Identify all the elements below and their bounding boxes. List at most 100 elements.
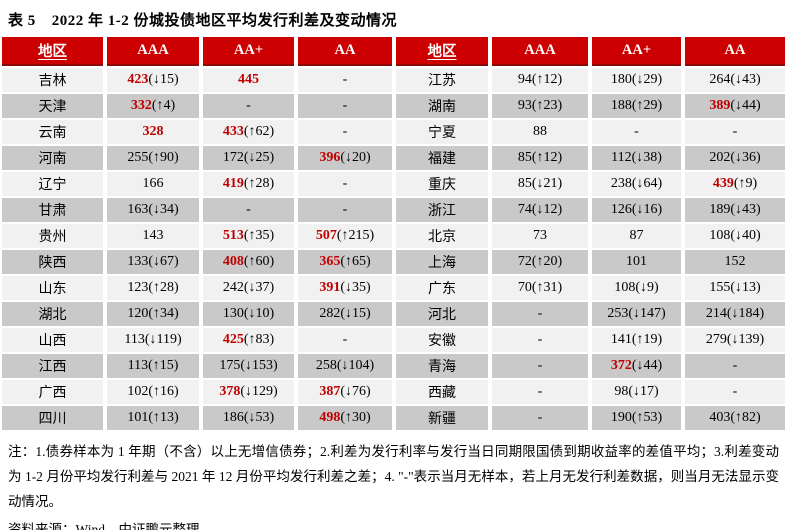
spread-value: 253 (607, 306, 629, 321)
region-cell: 吉林 (2, 68, 103, 92)
spread-value: 112 (611, 150, 632, 165)
region-cell: 重庆 (396, 172, 488, 196)
spread-value: - (732, 124, 738, 139)
spread-value-highlighted: 423 (127, 72, 149, 87)
spread-value: 238 (610, 176, 632, 191)
spread-value: 天津 (38, 100, 67, 115)
spread-change: (↑28) (148, 280, 179, 295)
spread-change: (↓21) (531, 176, 563, 191)
value-cell: - (492, 406, 588, 430)
spread-value: 94 (517, 72, 532, 87)
column-header: 地区 (2, 37, 103, 66)
spread-change: (↓10) (243, 306, 275, 321)
spread-value: 242 (222, 280, 244, 295)
spread-value: 264 (709, 72, 731, 87)
spread-change: (↑4) (151, 98, 176, 113)
value-cell: 445 (203, 68, 294, 92)
spread-value: 258 (315, 358, 337, 373)
data-source: 资料来源：Wind，中证鹏元整理 (8, 522, 200, 530)
spread-change: (↓15) (340, 306, 371, 321)
value-cell: 242 (↓37) (203, 276, 294, 300)
value-cell: - (492, 302, 588, 326)
spread-value: - (246, 98, 251, 113)
spread-change: (↓67) (148, 254, 179, 269)
spread-value-highlighted: 425 (222, 332, 244, 347)
spread-value: 166 (142, 176, 164, 191)
spread-value: 山东 (38, 282, 67, 297)
spread-value: 163 (127, 202, 149, 217)
spread-change: (↑34) (148, 306, 179, 321)
spread-change: (↓184) (726, 306, 765, 321)
value-cell: - (298, 328, 392, 352)
spread-value: - (342, 72, 348, 87)
spread-value: - (732, 384, 738, 399)
value-cell: 188 (↑29) (592, 94, 681, 118)
value-cell: 423 (↓15) (107, 68, 199, 92)
spread-change: (↑30) (340, 410, 371, 425)
spread-value: 山西 (38, 334, 67, 349)
value-cell: 172 (↓25) (203, 146, 294, 170)
region-cell: 安徽 (396, 328, 488, 352)
region-cell: 山东 (2, 276, 103, 300)
spread-change: (↓17) (628, 384, 659, 399)
value-cell: 214 (↓184) (685, 302, 785, 326)
region-cell: 湖南 (396, 94, 488, 118)
value-cell: 189 (↓43) (685, 198, 785, 222)
spread-value-highlighted: 513 (222, 228, 244, 243)
region-cell: 青海 (396, 354, 488, 378)
column-header: AA (298, 37, 392, 66)
spread-value: 北京 (428, 230, 456, 245)
spread-value: 214 (705, 306, 727, 321)
spread-value-highlighted: 328 (142, 124, 164, 139)
value-cell: 126 (↓16) (592, 198, 681, 222)
value-cell: 372 (↓44) (592, 354, 681, 378)
value-cell: 403 (↑82) (685, 406, 785, 430)
spread-value-highlighted: 439 (712, 176, 734, 191)
value-cell: - (203, 94, 294, 118)
spread-value: 四川 (38, 412, 67, 427)
value-cell: - (492, 380, 588, 404)
spread-value: 西藏 (428, 386, 456, 401)
value-cell: 85 (↓21) (492, 172, 588, 196)
spread-change: (↑28) (243, 176, 275, 191)
region-cell: 四川 (2, 406, 103, 430)
spread-change: (↑23) (531, 98, 563, 113)
value-cell: 143 (107, 224, 199, 248)
spread-value: 279 (705, 332, 727, 347)
spread-value: 101 (127, 410, 149, 425)
value-cell: 85 (↑12) (492, 146, 588, 170)
spread-value-highlighted: 391 (319, 280, 341, 295)
value-cell: - (685, 380, 785, 404)
region-cell: 辽宁 (2, 172, 103, 196)
region-cell: 江西 (2, 354, 103, 378)
spread-value: 180 (610, 72, 632, 87)
value-cell: 365 (↑65) (298, 250, 392, 274)
value-cell: - (492, 354, 588, 378)
spread-value: 云南 (38, 126, 67, 141)
region-cell: 天津 (2, 94, 103, 118)
value-cell: - (685, 120, 785, 144)
spread-value: - (537, 306, 543, 321)
spread-change: (↑12) (531, 150, 563, 165)
value-cell: 190 (↑53) (592, 406, 681, 430)
spread-change: (↓25) (243, 150, 275, 165)
spread-change: (↓104) (336, 358, 375, 373)
spread-value: 102 (127, 384, 149, 399)
spread-value-highlighted: 433 (222, 124, 244, 139)
value-cell: 163 (↓34) (107, 198, 199, 222)
spread-change: (↑12) (531, 72, 563, 87)
value-cell: 130 (↓10) (203, 302, 294, 326)
spread-value: 85 (517, 176, 532, 191)
spread-value: 88 (533, 124, 547, 139)
value-cell: 387 (↓76) (298, 380, 392, 404)
region-cell: 山西 (2, 328, 103, 352)
spread-value-highlighted: 507 (315, 228, 337, 243)
value-cell: 180 (↓29) (592, 68, 681, 92)
spread-value: 74 (517, 202, 532, 217)
value-cell: 88 (492, 120, 588, 144)
spread-value: - (537, 384, 543, 399)
spread-value: 湖北 (38, 308, 67, 323)
value-cell: 332 (↑4) (107, 94, 199, 118)
spread-value: 甘肃 (38, 204, 67, 219)
spread-value-highlighted: 332 (130, 98, 152, 113)
